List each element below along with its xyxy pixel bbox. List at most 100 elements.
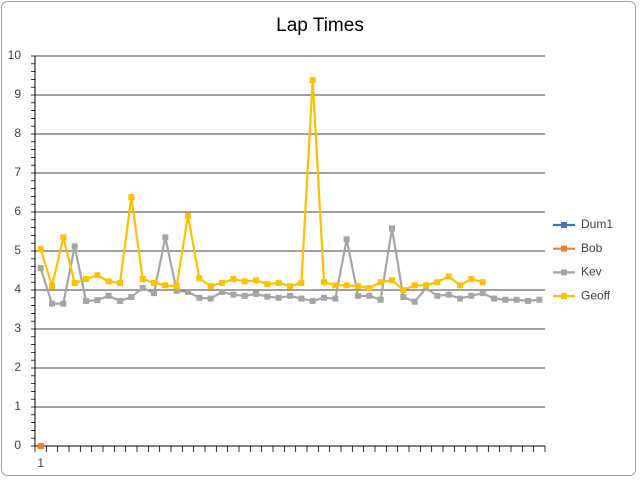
point-marker — [185, 288, 191, 295]
point-marker — [389, 225, 395, 232]
point-marker — [445, 291, 452, 298]
point-marker — [71, 279, 78, 286]
point-marker — [275, 294, 282, 301]
point-marker — [343, 236, 350, 243]
point-marker — [37, 443, 44, 449]
point-marker — [162, 234, 169, 241]
point-marker — [241, 278, 248, 285]
chart-title: Lap Times — [276, 15, 364, 36]
point-marker — [128, 294, 135, 301]
point-marker — [253, 277, 259, 284]
y-tick-label: 6 — [14, 204, 21, 218]
point-marker — [37, 265, 44, 272]
point-marker — [94, 272, 101, 279]
point-marker — [321, 279, 327, 286]
y-tick-label: 0 — [14, 438, 21, 452]
point-marker — [298, 279, 305, 286]
point-marker — [139, 276, 146, 283]
y-tick-label: 2 — [14, 360, 21, 374]
point-marker — [287, 292, 293, 299]
point-marker — [185, 212, 191, 219]
point-marker — [434, 292, 441, 299]
point-marker — [423, 282, 429, 289]
point-marker — [332, 295, 339, 302]
point-marker — [83, 276, 89, 283]
point-marker — [513, 296, 520, 303]
legend-label: Geoff — [581, 288, 611, 302]
point-marker — [275, 279, 282, 286]
point-marker — [400, 287, 407, 293]
point-marker — [207, 283, 214, 290]
point-marker — [151, 290, 157, 297]
point-marker — [321, 294, 327, 301]
point-marker — [366, 292, 373, 299]
point-marker — [196, 275, 203, 282]
point-marker — [332, 282, 339, 289]
point-marker — [230, 276, 237, 283]
point-marker — [343, 282, 350, 289]
legend-marker — [561, 269, 567, 276]
point-marker — [241, 292, 248, 299]
y-tick-label: 9 — [14, 87, 21, 101]
point-marker — [491, 295, 497, 302]
point-marker — [287, 283, 293, 290]
y-tick-label: 4 — [14, 282, 21, 296]
point-marker — [457, 282, 463, 289]
point-marker — [525, 297, 531, 304]
point-marker — [83, 297, 89, 304]
point-marker — [162, 282, 169, 289]
point-marker — [468, 276, 475, 283]
point-marker — [105, 292, 112, 299]
legend-marker — [561, 245, 567, 252]
point-marker — [479, 290, 486, 297]
y-tick-label: 1 — [14, 399, 21, 413]
point-marker — [445, 273, 452, 280]
point-marker — [366, 285, 373, 292]
point-marker — [230, 291, 237, 298]
point-marker — [377, 279, 384, 286]
y-tick-label: 7 — [14, 165, 21, 179]
legend-marker — [561, 222, 567, 228]
point-marker — [264, 281, 271, 288]
point-marker — [434, 279, 441, 286]
point-marker — [389, 277, 395, 284]
point-marker — [60, 234, 67, 241]
y-tick-label: 10 — [8, 48, 22, 62]
point-marker — [355, 283, 361, 290]
point-marker — [139, 285, 146, 292]
point-marker — [355, 292, 361, 299]
legend-label: Bob — [581, 241, 603, 255]
point-marker — [411, 298, 418, 305]
point-marker — [377, 296, 384, 303]
point-marker — [468, 292, 475, 299]
point-marker — [173, 287, 180, 294]
point-marker — [411, 282, 418, 289]
point-marker — [71, 243, 78, 250]
point-marker — [49, 300, 55, 307]
point-marker — [37, 246, 44, 253]
y-tick-label: 3 — [14, 321, 21, 335]
point-marker — [502, 296, 509, 303]
point-marker — [298, 295, 305, 302]
point-marker — [264, 293, 271, 300]
point-marker — [128, 194, 135, 201]
legend-label: Dum1 — [581, 217, 613, 231]
point-marker — [49, 283, 55, 290]
point-marker — [173, 283, 180, 290]
y-tick-label: 5 — [14, 243, 21, 257]
point-marker — [219, 279, 225, 286]
point-marker — [457, 295, 463, 302]
point-marker — [60, 300, 67, 307]
point-marker — [117, 279, 123, 286]
point-marker — [207, 295, 214, 302]
point-marker — [94, 297, 101, 304]
point-marker — [400, 294, 407, 301]
point-marker — [105, 278, 112, 285]
point-marker — [309, 297, 316, 304]
point-marker — [151, 279, 157, 286]
y-tick-label: 8 — [14, 126, 21, 140]
point-marker — [479, 279, 486, 286]
